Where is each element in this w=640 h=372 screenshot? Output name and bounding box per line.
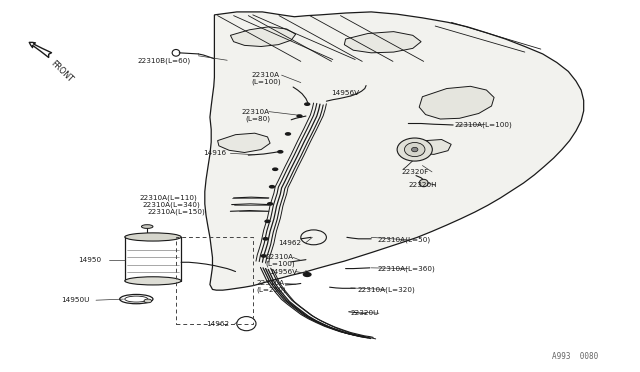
Text: 22320F: 22320F: [402, 169, 429, 175]
Text: 22310A(L=320): 22310A(L=320): [357, 286, 415, 293]
Polygon shape: [230, 27, 296, 46]
Text: FRONT: FRONT: [49, 59, 74, 84]
Ellipse shape: [144, 299, 152, 303]
Text: 14956V: 14956V: [332, 90, 360, 96]
Polygon shape: [218, 133, 270, 153]
Ellipse shape: [141, 225, 153, 228]
Text: 22310A(L=340): 22310A(L=340): [142, 201, 200, 208]
Circle shape: [285, 132, 291, 136]
Text: (L=80): (L=80): [245, 115, 270, 122]
Text: 14956V: 14956V: [269, 269, 297, 275]
Polygon shape: [205, 12, 584, 290]
Ellipse shape: [419, 179, 428, 187]
Polygon shape: [419, 86, 494, 119]
Text: 14962: 14962: [278, 240, 301, 246]
Text: 14916: 14916: [204, 150, 227, 156]
Text: (L=100): (L=100): [266, 261, 295, 267]
Text: 14950: 14950: [78, 257, 101, 263]
Text: 22310A: 22310A: [256, 280, 284, 286]
Text: (L=100): (L=100): [252, 78, 281, 85]
Circle shape: [269, 185, 275, 189]
Circle shape: [267, 202, 273, 206]
Circle shape: [277, 150, 284, 154]
Text: 22310A: 22310A: [242, 109, 270, 115]
Ellipse shape: [125, 233, 181, 241]
Circle shape: [272, 167, 278, 171]
Circle shape: [296, 114, 303, 118]
Circle shape: [264, 219, 271, 223]
Polygon shape: [410, 140, 451, 154]
Text: 22310A(L=150): 22310A(L=150): [147, 208, 205, 215]
Polygon shape: [344, 32, 421, 53]
Circle shape: [304, 273, 310, 276]
Text: (L=250): (L=250): [256, 287, 285, 294]
Text: 22310A(L=100): 22310A(L=100): [454, 121, 512, 128]
Ellipse shape: [397, 138, 433, 161]
Circle shape: [303, 272, 312, 277]
Ellipse shape: [125, 277, 181, 285]
Text: 14950U: 14950U: [61, 297, 89, 303]
Text: 22310A(L=360): 22310A(L=360): [378, 265, 435, 272]
Text: 22310A: 22310A: [266, 254, 294, 260]
Text: 22310A: 22310A: [252, 72, 280, 78]
Text: A993  0080: A993 0080: [552, 352, 598, 361]
Text: 22310B(L=60): 22310B(L=60): [138, 57, 191, 64]
Ellipse shape: [404, 142, 425, 157]
Text: 22310A(L=110): 22310A(L=110): [140, 195, 197, 201]
Circle shape: [262, 237, 269, 241]
Text: 22320U: 22320U: [351, 310, 379, 316]
Text: 22310A(L=50): 22310A(L=50): [378, 237, 431, 243]
Ellipse shape: [412, 147, 418, 152]
Circle shape: [304, 102, 310, 106]
Circle shape: [260, 254, 267, 258]
Text: 22320H: 22320H: [408, 182, 437, 188]
Text: 14962: 14962: [206, 321, 229, 327]
